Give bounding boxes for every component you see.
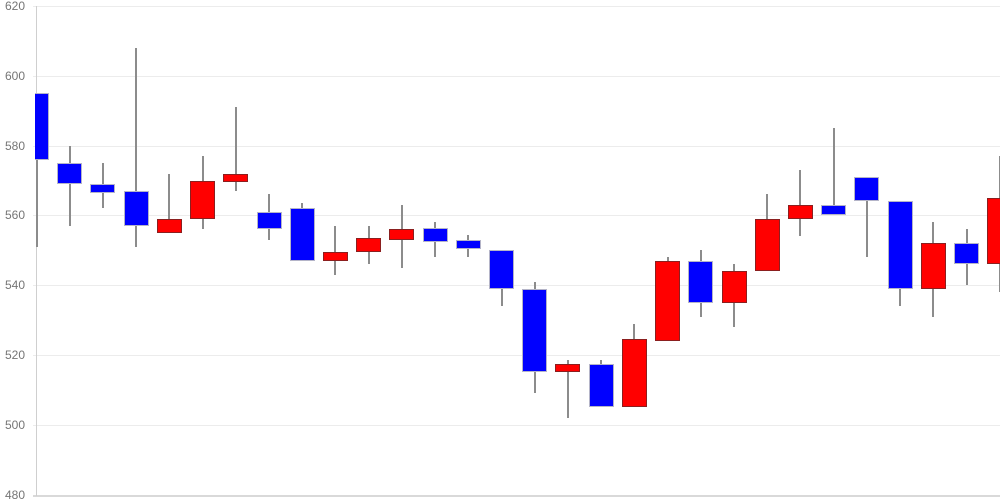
candle-body[interactable]: [123, 190, 149, 226]
candle-body[interactable]: [522, 288, 548, 373]
candle-body[interactable]: [356, 238, 382, 253]
candle-body[interactable]: [588, 363, 614, 408]
candle-wick: [135, 47, 138, 247]
candle-body[interactable]: [621, 339, 647, 408]
y-gridline: [33, 494, 1000, 497]
y-gridline: [33, 6, 1000, 7]
candle-wick: [832, 128, 835, 216]
y-gridline: [33, 215, 1000, 217]
candle-body[interactable]: [754, 218, 780, 272]
candle-body[interactable]: [256, 211, 282, 230]
candle-body[interactable]: [156, 218, 182, 233]
candle-wick: [35, 93, 38, 247]
candle-body[interactable]: [223, 173, 249, 183]
y-axis-label: 480: [5, 487, 26, 500]
candle-body[interactable]: [389, 229, 415, 240]
candle-body[interactable]: [35, 93, 49, 160]
candle-body[interactable]: [920, 243, 946, 289]
candle-body[interactable]: [787, 204, 813, 219]
y-axis-label: 560: [5, 208, 26, 223]
y-axis-label: 500: [5, 417, 26, 432]
candle-body[interactable]: [555, 363, 581, 373]
y-gridline: [33, 355, 1000, 356]
candle-body[interactable]: [821, 204, 847, 216]
candle-body[interactable]: [854, 177, 880, 202]
candle-body[interactable]: [455, 239, 481, 249]
candle-body[interactable]: [655, 260, 681, 342]
candle-body[interactable]: [57, 163, 83, 184]
y-gridline: [33, 424, 1000, 426]
candle-body[interactable]: [489, 250, 514, 289]
candle-body[interactable]: [954, 243, 980, 265]
candle-body[interactable]: [887, 201, 913, 289]
plot-area[interactable]: [35, 0, 1000, 500]
candle-wick: [799, 170, 802, 237]
candle-wick: [68, 145, 71, 226]
candle-wick: [865, 177, 868, 258]
candle-body[interactable]: [90, 183, 116, 193]
candle-body[interactable]: [322, 252, 348, 261]
candle-body[interactable]: [190, 180, 216, 219]
candle-body[interactable]: [688, 260, 714, 303]
candle-wick: [168, 173, 171, 233]
y-gridline: [33, 75, 1000, 77]
y-axis-label: 580: [5, 138, 26, 153]
candle-body[interactable]: [422, 227, 448, 242]
candle-wick: [566, 360, 569, 418]
y-axis-label: 620: [5, 0, 26, 13]
candle-wick: [334, 225, 337, 275]
y-gridline: [33, 145, 1000, 147]
y-axis-label: 520: [5, 348, 26, 362]
y-axis-label: 600: [5, 68, 26, 83]
x-gridline: [36, 6, 37, 496]
candle-wick: [234, 107, 237, 191]
y-gridline: [33, 285, 1000, 287]
candle-body[interactable]: [721, 271, 747, 303]
candle-body[interactable]: [289, 208, 315, 261]
candle-body[interactable]: [987, 197, 1000, 265]
y-axis-label: 540: [5, 278, 26, 293]
